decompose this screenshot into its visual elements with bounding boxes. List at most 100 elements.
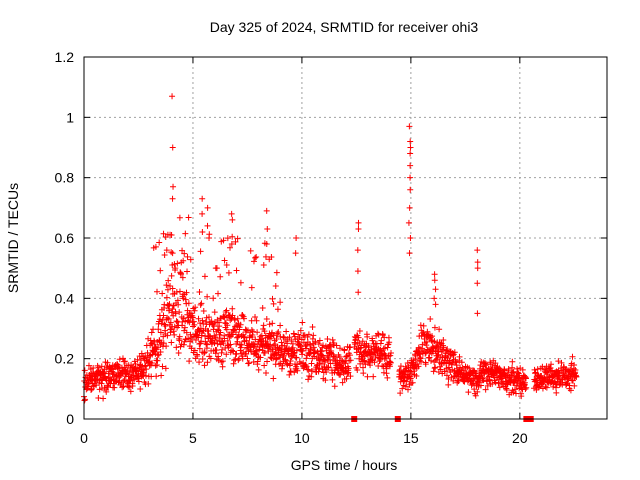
data-point — [417, 355, 424, 362]
data-point — [261, 362, 268, 369]
data-point — [309, 368, 316, 375]
data-point — [496, 384, 503, 391]
data-point — [472, 392, 479, 399]
data-point — [336, 353, 343, 360]
data-point — [217, 341, 224, 348]
data-point — [371, 359, 378, 366]
data-point — [337, 345, 344, 352]
data-point — [252, 314, 259, 321]
data-point — [100, 395, 107, 402]
data-point — [254, 329, 261, 336]
data-point — [174, 260, 181, 267]
x-tick-label: 15 — [403, 430, 419, 446]
data-point — [555, 358, 562, 365]
data-point — [196, 345, 203, 352]
data-point — [249, 328, 256, 335]
data-point — [329, 336, 336, 343]
data-point — [227, 244, 234, 251]
data-point — [474, 310, 481, 317]
data-point — [223, 351, 230, 358]
data-point — [549, 367, 556, 374]
data-point — [388, 349, 395, 356]
data-point — [275, 328, 282, 335]
data-point — [129, 383, 136, 390]
data-point — [176, 333, 183, 340]
x-axis-title: GPS time / hours — [291, 457, 398, 473]
data-point — [474, 280, 481, 287]
data-point — [324, 335, 331, 342]
data-point — [437, 366, 444, 373]
data-point — [247, 247, 254, 254]
data-point — [347, 373, 354, 380]
data-point — [420, 322, 427, 329]
data-point — [474, 259, 481, 266]
y-tick-label: 0.6 — [55, 230, 75, 246]
data-point — [264, 358, 271, 365]
data-point — [266, 344, 273, 351]
data-point — [311, 347, 318, 354]
data-point — [249, 332, 256, 339]
data-point — [288, 345, 295, 352]
data-point — [168, 272, 175, 279]
data-point — [460, 378, 467, 385]
data-point — [323, 368, 330, 375]
data-point — [406, 123, 413, 130]
data-point — [293, 235, 300, 241]
data-point — [257, 354, 264, 361]
data-point — [250, 258, 257, 265]
data-point — [377, 356, 384, 363]
data-point — [228, 210, 235, 217]
data-point — [183, 289, 190, 296]
data-point — [217, 329, 224, 336]
data-point — [167, 329, 174, 336]
data-point — [522, 375, 529, 382]
data-point — [103, 388, 110, 395]
data-point — [547, 368, 554, 375]
data-point — [563, 381, 570, 388]
data-point — [531, 366, 538, 373]
data-point — [337, 371, 344, 378]
data-point — [572, 366, 579, 373]
data-point — [263, 241, 270, 248]
data-point — [105, 383, 112, 390]
data-point — [458, 359, 465, 366]
y-tick-label: 0 — [66, 411, 74, 427]
data-point — [204, 359, 211, 366]
data-point — [215, 290, 222, 297]
data-point — [404, 386, 411, 393]
data-point — [221, 335, 228, 342]
data-point — [322, 377, 329, 384]
data-point — [125, 383, 132, 390]
data-point — [93, 382, 100, 389]
data-point — [282, 357, 289, 364]
data-point — [343, 375, 350, 382]
data-point — [270, 342, 277, 349]
data-point — [213, 347, 220, 354]
data-point — [407, 144, 414, 151]
data-point — [567, 387, 574, 394]
data-point — [331, 383, 338, 390]
data-point — [407, 235, 414, 241]
data-point — [486, 376, 493, 383]
data-point — [571, 361, 578, 368]
data-point — [214, 326, 221, 333]
data-point — [237, 279, 244, 286]
data-point — [452, 359, 459, 366]
data-point — [163, 343, 170, 350]
data-point — [320, 342, 327, 349]
data-point — [346, 352, 353, 359]
data-point — [82, 396, 89, 403]
data-point — [358, 342, 365, 349]
data-point — [81, 367, 88, 374]
data-point — [407, 162, 414, 169]
data-point — [427, 334, 434, 341]
data-point — [219, 363, 226, 370]
data-point — [155, 326, 162, 333]
data-point — [197, 301, 204, 308]
data-point — [127, 388, 134, 395]
data-point — [312, 339, 319, 346]
data-point — [518, 393, 525, 400]
data-point — [195, 334, 202, 341]
data-point — [445, 381, 452, 388]
data-point — [173, 318, 180, 325]
